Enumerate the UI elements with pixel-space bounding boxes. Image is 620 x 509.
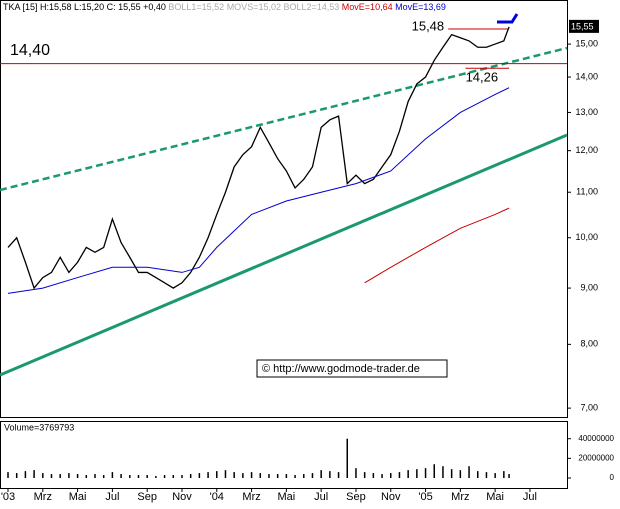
hand-marker — [497, 13, 519, 24]
y-tick-label: 8,00 — [580, 339, 598, 349]
x-tick-label: Mrz — [34, 491, 52, 503]
header-move-blue: MovE=13,69 — [395, 2, 446, 12]
watermark: © http://www.godmode-trader.de — [262, 363, 420, 375]
trend-line-upper — [0, 46, 568, 192]
price-line — [7, 26, 510, 290]
volume-tick-label: 0 — [610, 473, 615, 482]
y-tick-label: 11,00 — [576, 187, 598, 197]
y-tick-label: 15,00 — [575, 38, 598, 48]
x-tick-label: Mrz — [451, 491, 469, 503]
x-tick-label: Nov — [381, 491, 401, 503]
header-symbol: TKA [15] H:15,58 L:15,20 C: 15,55 +0,40 — [3, 2, 166, 12]
y-tick-label: 14,00 — [575, 71, 598, 81]
x-tick-label: Sep — [346, 491, 366, 503]
volume-label: Volume=3769793 — [4, 422, 74, 432]
volume-tick-label: 40000000 — [578, 434, 614, 443]
price-panel — [0, 0, 568, 418]
volume-panel — [0, 421, 568, 489]
last-price-box — [569, 19, 599, 33]
y-tick-label: 7,00 — [580, 403, 598, 413]
x-tick-label: '05 — [418, 491, 432, 503]
x-tick-label: Jul — [105, 491, 119, 503]
x-tick-label: Jul — [314, 491, 328, 503]
level-label: 14,40 — [10, 42, 50, 59]
x-tick-label: '03 — [1, 491, 15, 503]
header-move-red: MovE=10,64 — [342, 2, 393, 12]
price-line — [364, 207, 510, 284]
header-boll: BOLL1=15,52 MOVS=15,02 BOLL2=14,53 — [168, 2, 339, 12]
x-tick-label: '04 — [210, 491, 224, 503]
y-tick-label: 10,00 — [575, 232, 598, 242]
y-tick-label: 13,00 — [575, 107, 598, 117]
price-line — [7, 87, 510, 294]
x-tick-label: Mrz — [242, 491, 260, 503]
x-tick-label: Sep — [137, 491, 157, 503]
y-tick-label: 9,00 — [580, 282, 598, 292]
x-tick-label: Mai — [69, 491, 87, 503]
watermark-box — [256, 359, 448, 378]
x-tick-label: Mai — [278, 491, 296, 503]
volume-tick-label: 20000000 — [578, 453, 614, 462]
last-price-label: 15,55 — [571, 21, 594, 31]
low-label: 14,26 — [466, 70, 499, 85]
trend-line-lower — [0, 133, 568, 377]
x-tick-label: Mai — [486, 491, 504, 503]
high-label: 15,48 — [412, 18, 445, 33]
x-tick-label: Jul — [523, 491, 537, 503]
header: TKA [15] H:15,58 L:15,20 C: 15,55 +0,40 … — [3, 2, 446, 12]
y-tick-label: 12,00 — [575, 145, 598, 155]
x-tick-label: Nov — [172, 491, 192, 503]
